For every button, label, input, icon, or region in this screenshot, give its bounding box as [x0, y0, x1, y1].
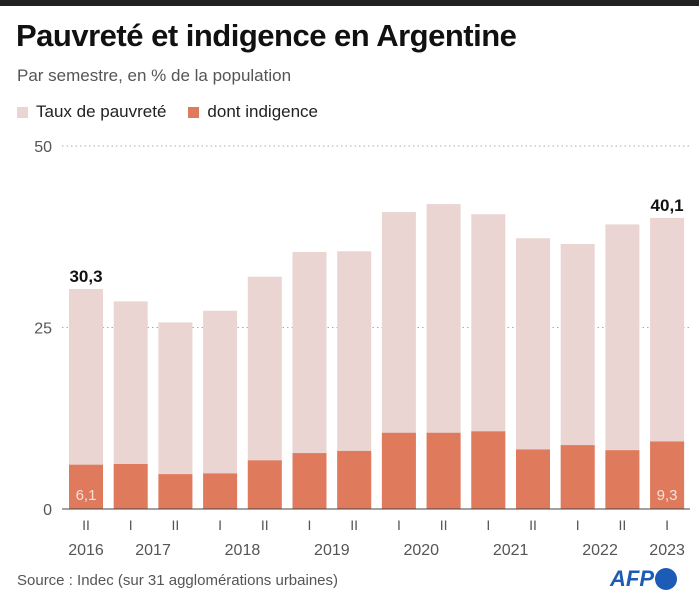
year-label: 2019 — [314, 542, 350, 559]
semester-label: II — [261, 517, 269, 533]
year-label: 2020 — [403, 542, 439, 559]
bar-indigence — [650, 441, 685, 509]
semester-label: II — [172, 517, 180, 533]
bar-indigence — [247, 460, 282, 509]
data-label: 40,1 — [651, 196, 684, 215]
semester-label: I — [308, 517, 312, 533]
year-label: 2021 — [493, 542, 529, 559]
bar-indigence — [516, 449, 550, 509]
bar-indigence — [381, 432, 416, 509]
year-label: 2023 — [649, 542, 685, 559]
chart-subtitle: Par semestre, en % de la population — [17, 66, 292, 85]
semester-label: II — [440, 517, 448, 533]
semester-label: I — [576, 517, 580, 533]
year-label: 2022 — [582, 542, 618, 559]
y-tick-label: 25 — [34, 321, 52, 338]
legend-item-indigence: dont indigence — [188, 102, 318, 122]
bar-indigence — [158, 474, 193, 509]
source-note: Source : Indec (sur 31 agglomérations ur… — [17, 572, 339, 589]
semester-label: I — [397, 517, 401, 533]
data-label: 9,3 — [657, 487, 678, 504]
bar-indigence — [203, 473, 238, 509]
y-tick-label: 0 — [43, 502, 52, 519]
legend-label: Taux de pauvreté — [36, 102, 167, 121]
semester-label: I — [665, 517, 669, 533]
bar-indigence — [560, 445, 595, 509]
bar-indigence — [337, 450, 372, 509]
semester-label: II — [82, 517, 90, 533]
semester-label: II — [350, 517, 358, 533]
bar-indigence — [113, 463, 148, 509]
bar-indigence — [69, 464, 103, 509]
semester-label: I — [486, 517, 490, 533]
year-label: 2016 — [68, 542, 104, 559]
semester-label: I — [218, 517, 222, 533]
chart-title: Pauvreté et indigence en Argentine — [16, 18, 517, 53]
legend-label: dont indigence — [207, 102, 319, 121]
legend-item-pauvrete: Taux de pauvreté — [17, 102, 166, 122]
data-label: 30,3 — [69, 267, 102, 286]
semester-label: II — [619, 517, 627, 533]
afp-logo: AFP — [610, 566, 677, 592]
legend-swatch — [188, 106, 200, 118]
bar-indigence — [605, 450, 640, 509]
year-label: 2017 — [135, 542, 171, 559]
bar-indigence — [471, 431, 506, 509]
year-label: 2018 — [225, 542, 261, 559]
semester-label: II — [529, 517, 537, 533]
semester-label: I — [129, 517, 133, 533]
y-tick-label: 50 — [34, 139, 52, 156]
bar-indigence — [426, 432, 461, 509]
bar-indigence — [292, 453, 327, 509]
legend: Taux de pauvreté dont indigence — [17, 102, 318, 122]
top-bar — [0, 0, 699, 6]
legend-swatch — [17, 106, 28, 118]
data-label: 6,1 — [76, 487, 97, 504]
